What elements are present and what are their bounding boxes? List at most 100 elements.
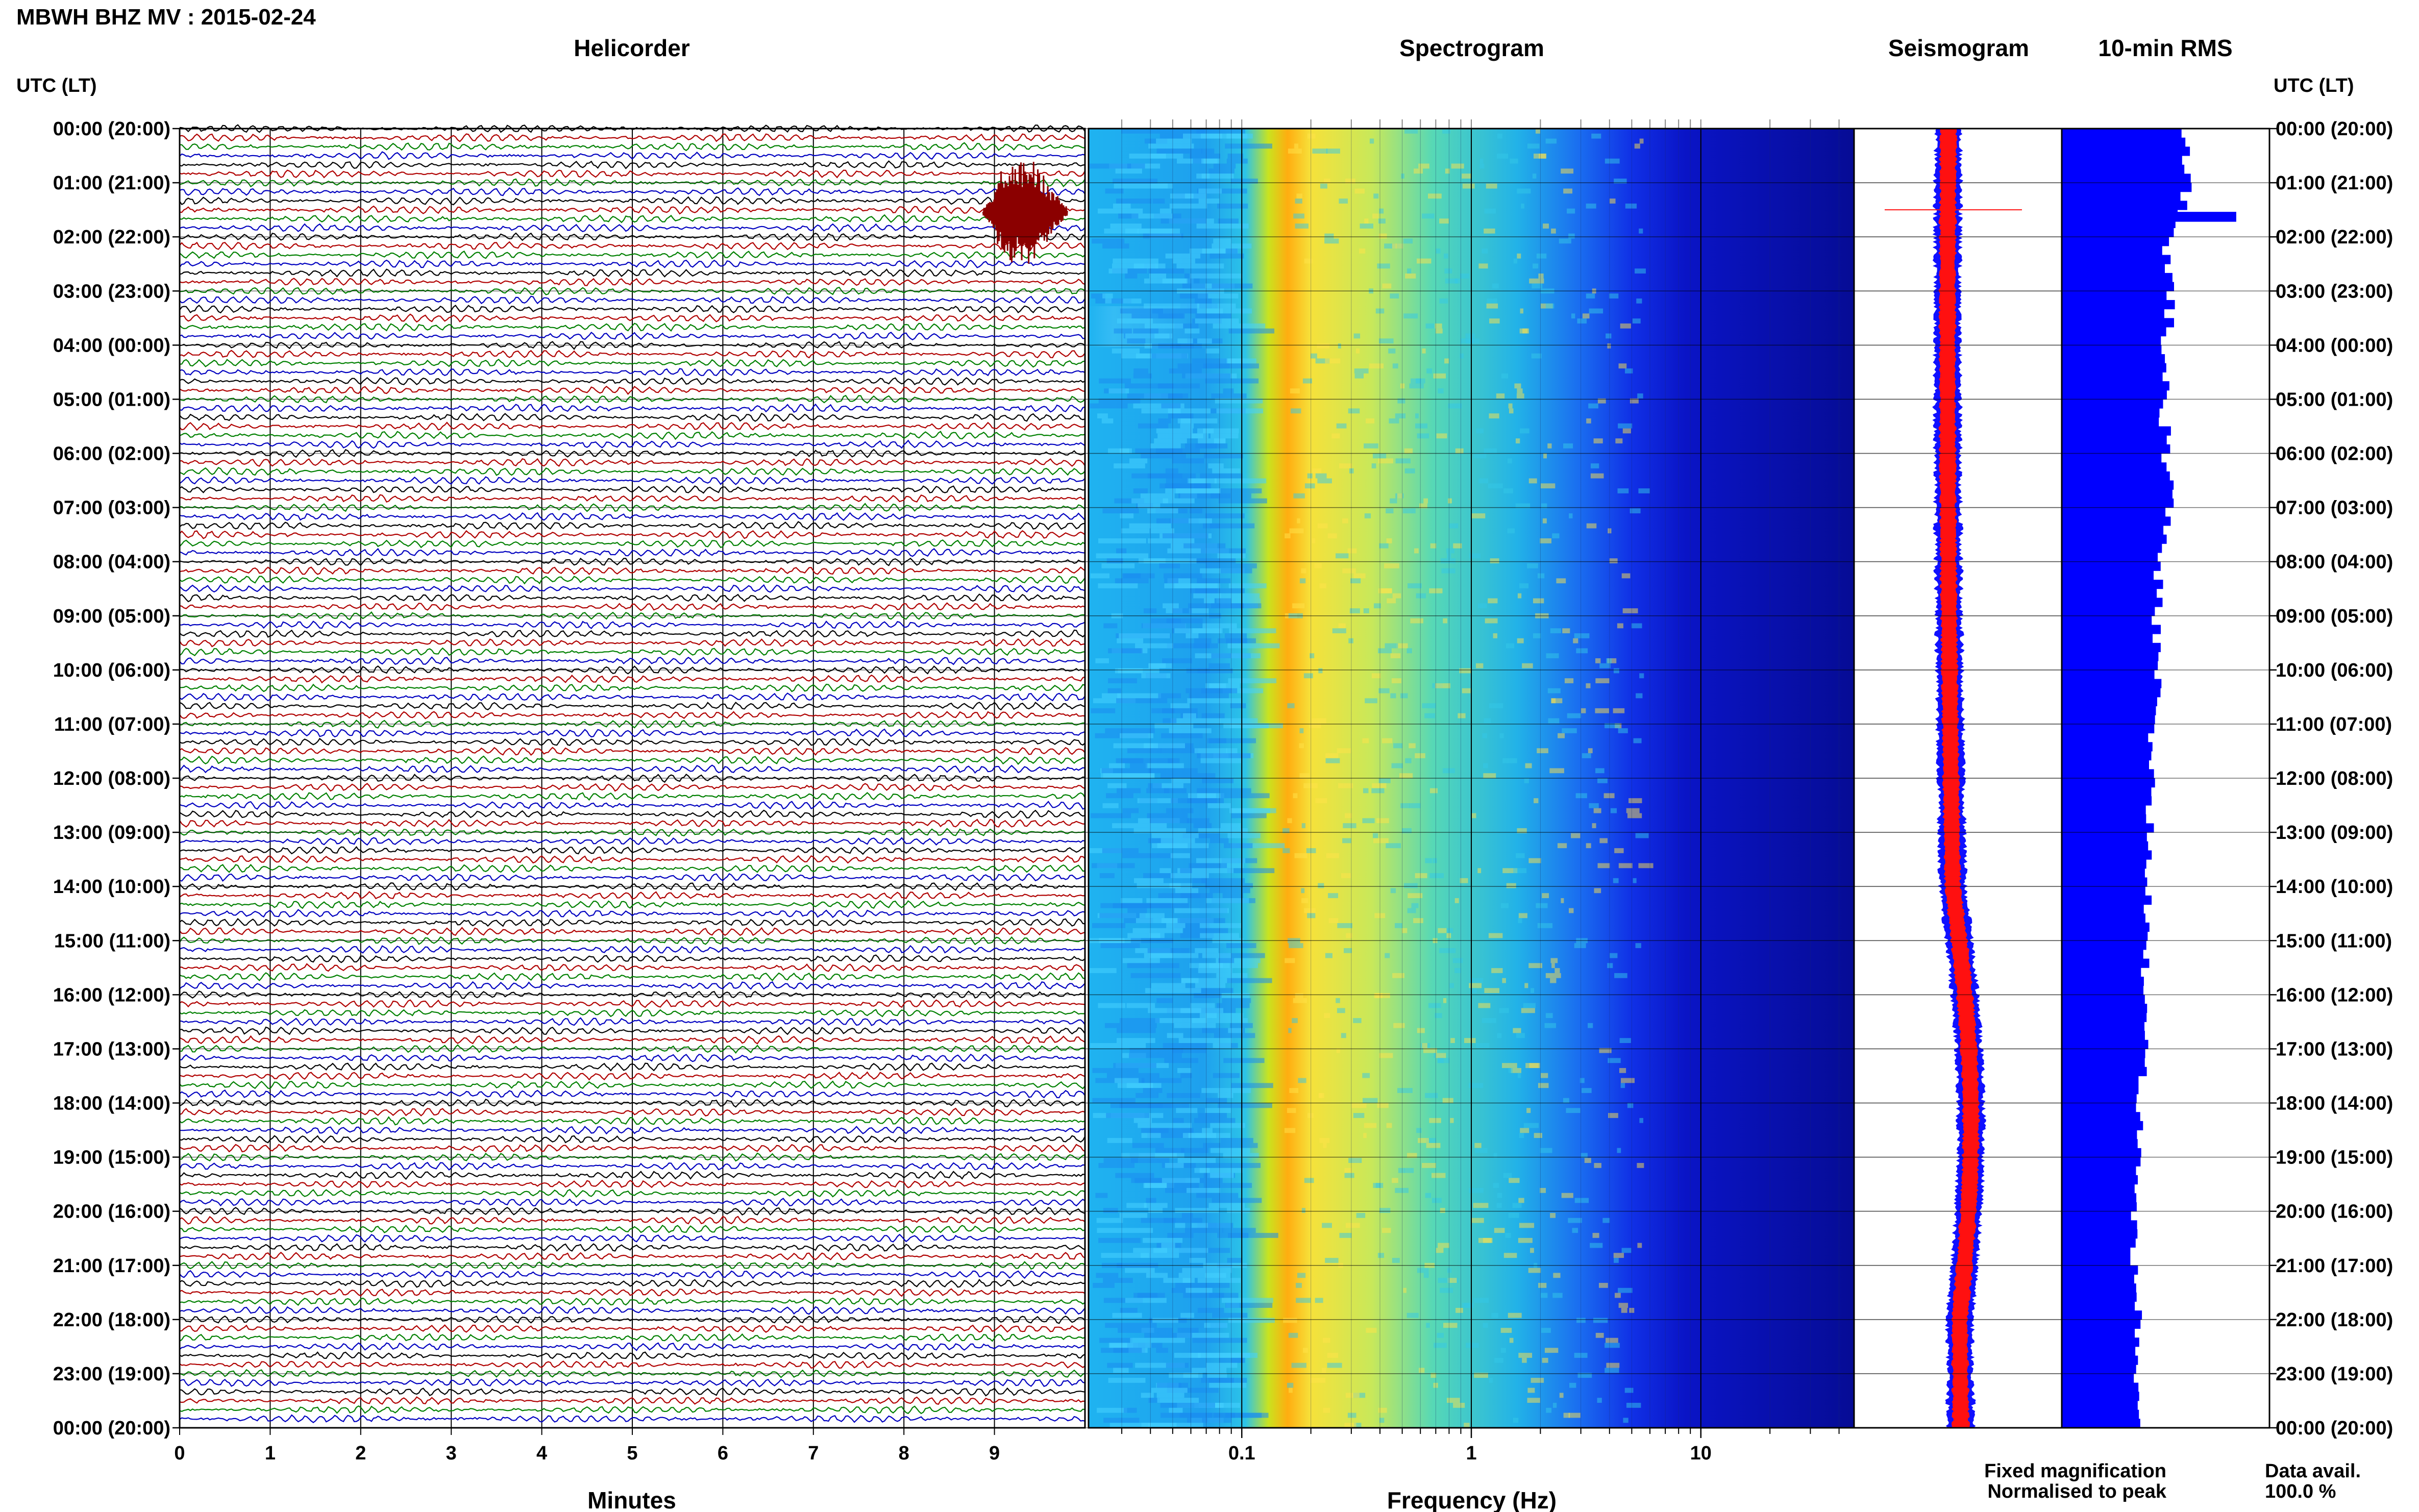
spectrogram-cell — [1312, 148, 1328, 154]
spectrogram-cell — [1517, 593, 1522, 599]
spectrogram-cell — [1101, 768, 1151, 774]
spectrogram-cell — [1445, 278, 1458, 284]
spectrogram-cell — [1391, 763, 1403, 769]
spectrogram-cell — [1345, 1223, 1360, 1228]
spectrogram-cell — [1509, 1178, 1520, 1183]
helicorder-trace — [179, 855, 1085, 864]
spectrogram-cell — [1502, 758, 1517, 763]
spectrogram-cell — [1619, 1038, 1631, 1043]
spectrogram-cell — [1291, 1362, 1306, 1368]
spectrogram-cell — [1503, 488, 1513, 493]
spectrogram-cell — [1194, 748, 1227, 754]
spectrogram-cell — [1436, 249, 1441, 254]
spectrogram-cell — [1439, 298, 1448, 304]
spectrogram-cell — [1145, 988, 1201, 994]
spectrogram-cell — [1550, 958, 1558, 963]
spectrogram-cell — [1302, 378, 1312, 384]
helicorder-trace — [179, 863, 1085, 873]
spectrogram-cell — [1407, 268, 1412, 274]
spectrogram-cell — [1292, 1018, 1298, 1023]
spectrogram-cell — [1599, 1048, 1612, 1053]
spectrogram-cell — [1180, 1312, 1194, 1318]
spectrogram-cell — [1436, 1053, 1446, 1058]
spectrogram-cell — [1375, 993, 1390, 998]
spectrogram-cell — [1559, 1393, 1564, 1398]
spectrogram-cell — [1471, 813, 1476, 819]
spectrogram-cell — [1516, 393, 1524, 399]
helicorder-trace — [179, 169, 1085, 179]
spectrogram-cell — [1537, 573, 1545, 579]
spectrogram-cell — [1395, 413, 1406, 418]
spectrogram-cell — [1622, 428, 1631, 434]
spectrogram-cell — [1205, 1273, 1226, 1278]
helicorder-trace — [179, 548, 1085, 557]
rms-bar — [2062, 642, 2161, 652]
spectrogram-cell — [1215, 398, 1263, 404]
spectrogram-cell — [1306, 848, 1316, 853]
spectrogram-cell — [1494, 1228, 1505, 1233]
spectrogram-cell — [1213, 1043, 1231, 1048]
spectrogram-cell — [1639, 673, 1644, 679]
spectrogram-cell — [1425, 858, 1433, 863]
spectrogram-cell — [1595, 708, 1609, 713]
rms-bar — [2062, 985, 2143, 995]
spectrogram-cell — [1636, 298, 1642, 304]
spectrogram-cell — [1318, 668, 1323, 674]
spectrogram-cell — [1438, 1243, 1450, 1248]
spectrogram-cell — [1521, 1008, 1535, 1013]
spectrogram-cell — [1482, 733, 1487, 738]
rms-bar — [2062, 769, 2154, 779]
spectrogram-cell — [1126, 1083, 1153, 1088]
time-label-right: 20:00 (16:00) — [2276, 1201, 2393, 1223]
spectrogram-cell — [1545, 1013, 1553, 1019]
spectrogram-cell — [1144, 323, 1183, 329]
spectrogram-cell — [1415, 413, 1419, 418]
spectrogram-cell — [1551, 963, 1555, 969]
rms-bar — [2062, 1238, 2136, 1248]
spectrogram-cell — [1192, 1337, 1247, 1343]
spectrogram-cell — [1519, 1223, 1535, 1228]
spectrogram-cell — [1131, 313, 1184, 319]
spectrogram-cell — [1289, 1088, 1299, 1093]
time-label-left: 06:00 (02:00) — [53, 443, 170, 465]
spectrogram-cell — [1106, 1113, 1150, 1118]
spectrogram-cell — [1534, 153, 1547, 159]
time-label-left: 08:00 (04:00) — [53, 552, 170, 573]
spectrogram-cell — [1148, 783, 1162, 788]
helicorder-trace — [179, 674, 1085, 684]
spectrogram-cell — [1292, 603, 1305, 609]
spectrogram-cell — [1484, 988, 1500, 994]
spectrogram-cell — [1121, 898, 1143, 903]
spectrogram-cell — [1483, 1323, 1488, 1328]
spectrogram-cell — [1486, 303, 1498, 309]
spectrogram-cell — [1395, 1187, 1409, 1193]
spectrogram-cell — [1397, 1088, 1413, 1093]
spectrogram-cell — [1151, 1387, 1188, 1393]
spectrogram-cell — [1121, 1153, 1177, 1158]
spectrogram-cell — [1108, 763, 1125, 769]
spectrogram-cell — [1607, 343, 1611, 349]
spectrogram-cell — [1618, 423, 1633, 429]
spectrogram-cell — [1216, 973, 1248, 978]
spectrogram-cell — [1285, 958, 1295, 963]
spectrogram-cell — [1147, 1133, 1196, 1138]
rms-bar — [2062, 291, 2167, 301]
spectrogram-cell — [1426, 368, 1433, 374]
spectrogram-cell — [1632, 318, 1641, 324]
rms-bar — [2062, 760, 2149, 770]
spectrogram-cell — [1529, 278, 1544, 284]
spectrogram-cell — [1541, 1328, 1551, 1333]
spectrogram-cell — [1499, 1008, 1509, 1013]
spectrogram-cell — [1446, 928, 1453, 933]
helicorder-trace — [179, 791, 1085, 801]
spectrogram-cell — [1151, 353, 1188, 359]
spectrogram-cell — [1174, 583, 1218, 588]
spectrogram-cell — [1297, 518, 1300, 524]
spectrogram-cell — [1102, 508, 1139, 514]
spectrogram-cell — [1477, 868, 1482, 874]
time-label-right: 18:00 (14:00) — [2276, 1093, 2393, 1114]
rms-bar — [2062, 1031, 2145, 1040]
spectrogram-cell — [1639, 138, 1644, 144]
spectrogram-cell — [1517, 388, 1523, 393]
rms-bar — [2062, 1193, 2137, 1203]
